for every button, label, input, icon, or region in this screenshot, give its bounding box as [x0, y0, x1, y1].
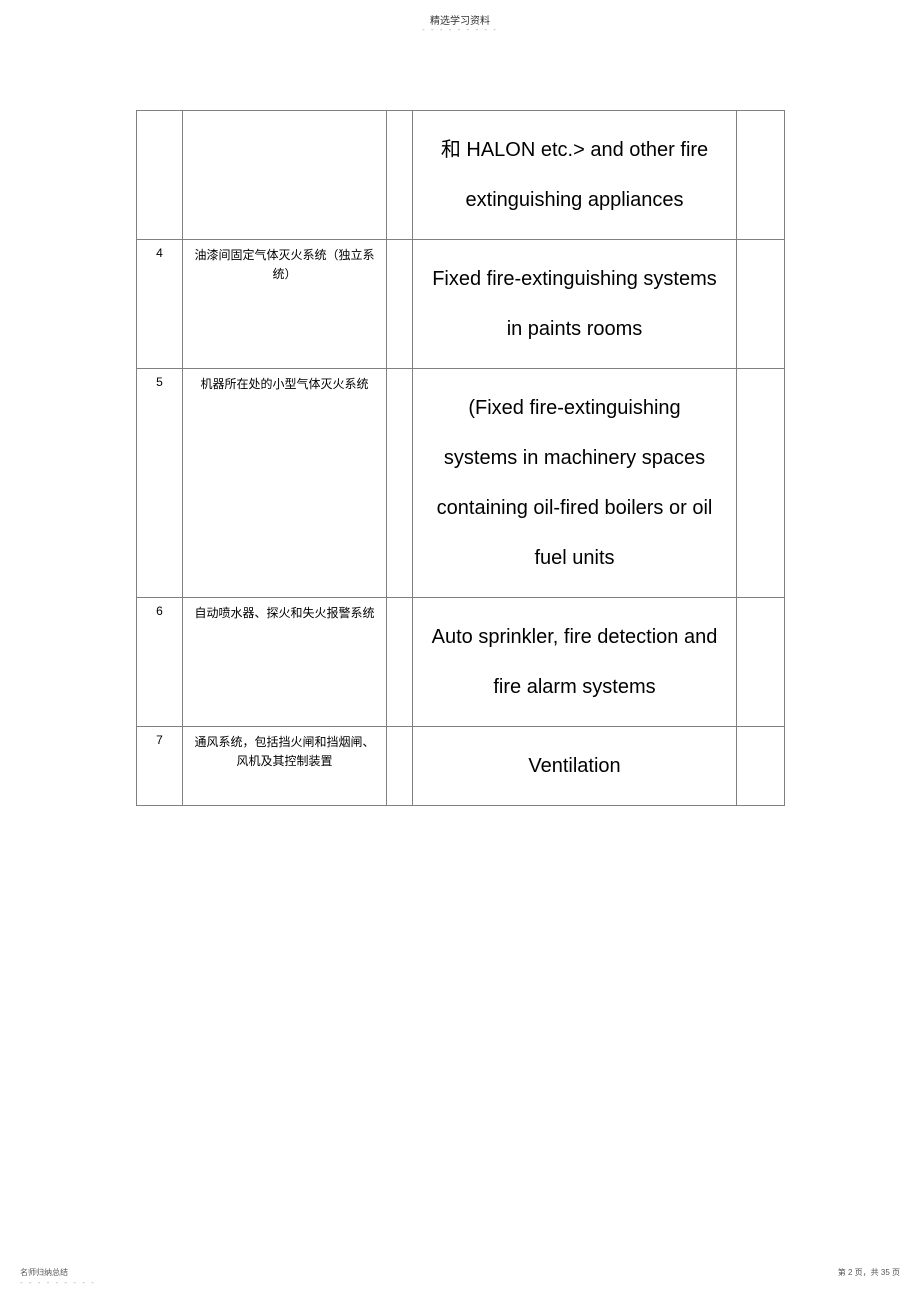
row-number: 5 — [137, 369, 183, 598]
row-cn: 油漆间固定气体灭火系统（独立系统） — [183, 240, 387, 369]
table-row: 和 HALON etc.> and other fire extinguishi… — [137, 111, 785, 240]
row-tail — [737, 240, 785, 369]
row-spacer — [387, 111, 413, 240]
row-en: 和 HALON etc.> and other fire extinguishi… — [413, 111, 737, 240]
row-number — [137, 111, 183, 240]
row-cn: 通风系统，包括挡火闸和挡烟闸、风机及其控制装置 — [183, 727, 387, 806]
footer-left: 名师归纳总结 — [20, 1267, 68, 1278]
row-tail — [737, 727, 785, 806]
table-row: 4 油漆间固定气体灭火系统（独立系统） Fixed fire-extinguis… — [137, 240, 785, 369]
row-en: Fixed fire-extinguishing systems in pain… — [413, 240, 737, 369]
row-spacer — [387, 369, 413, 598]
row-cn — [183, 111, 387, 240]
row-number: 6 — [137, 598, 183, 727]
table: 和 HALON etc.> and other fire extinguishi… — [136, 110, 785, 806]
row-tail — [737, 111, 785, 240]
table-row: 6 自动喷水器、探火和失火报警系统 Auto sprinkler, fire d… — [137, 598, 785, 727]
footer-dashes: - - - - - - - - - — [20, 1278, 96, 1287]
row-number: 4 — [137, 240, 183, 369]
row-spacer — [387, 598, 413, 727]
footer-right: 第 2 页，共 35 页 — [838, 1267, 900, 1278]
row-tail — [737, 369, 785, 598]
table-row: 7 通风系统，包括挡火闸和挡烟闸、风机及其控制装置 Ventilation — [137, 727, 785, 806]
content-table: 和 HALON etc.> and other fire extinguishi… — [136, 110, 784, 806]
table-row: 5 机器所在处的小型气体灭火系统 (Fixed fire-extinguishi… — [137, 369, 785, 598]
row-tail — [737, 598, 785, 727]
row-spacer — [387, 727, 413, 806]
header-dashes: - - - - - - - - - — [422, 25, 498, 34]
row-en: (Fixed fire-extinguishing systems in mac… — [413, 369, 737, 598]
row-spacer — [387, 240, 413, 369]
row-en: Ventilation — [413, 727, 737, 806]
row-cn: 自动喷水器、探火和失火报警系统 — [183, 598, 387, 727]
row-en: Auto sprinkler, fire detection and fire … — [413, 598, 737, 727]
row-number: 7 — [137, 727, 183, 806]
row-cn: 机器所在处的小型气体灭火系统 — [183, 369, 387, 598]
